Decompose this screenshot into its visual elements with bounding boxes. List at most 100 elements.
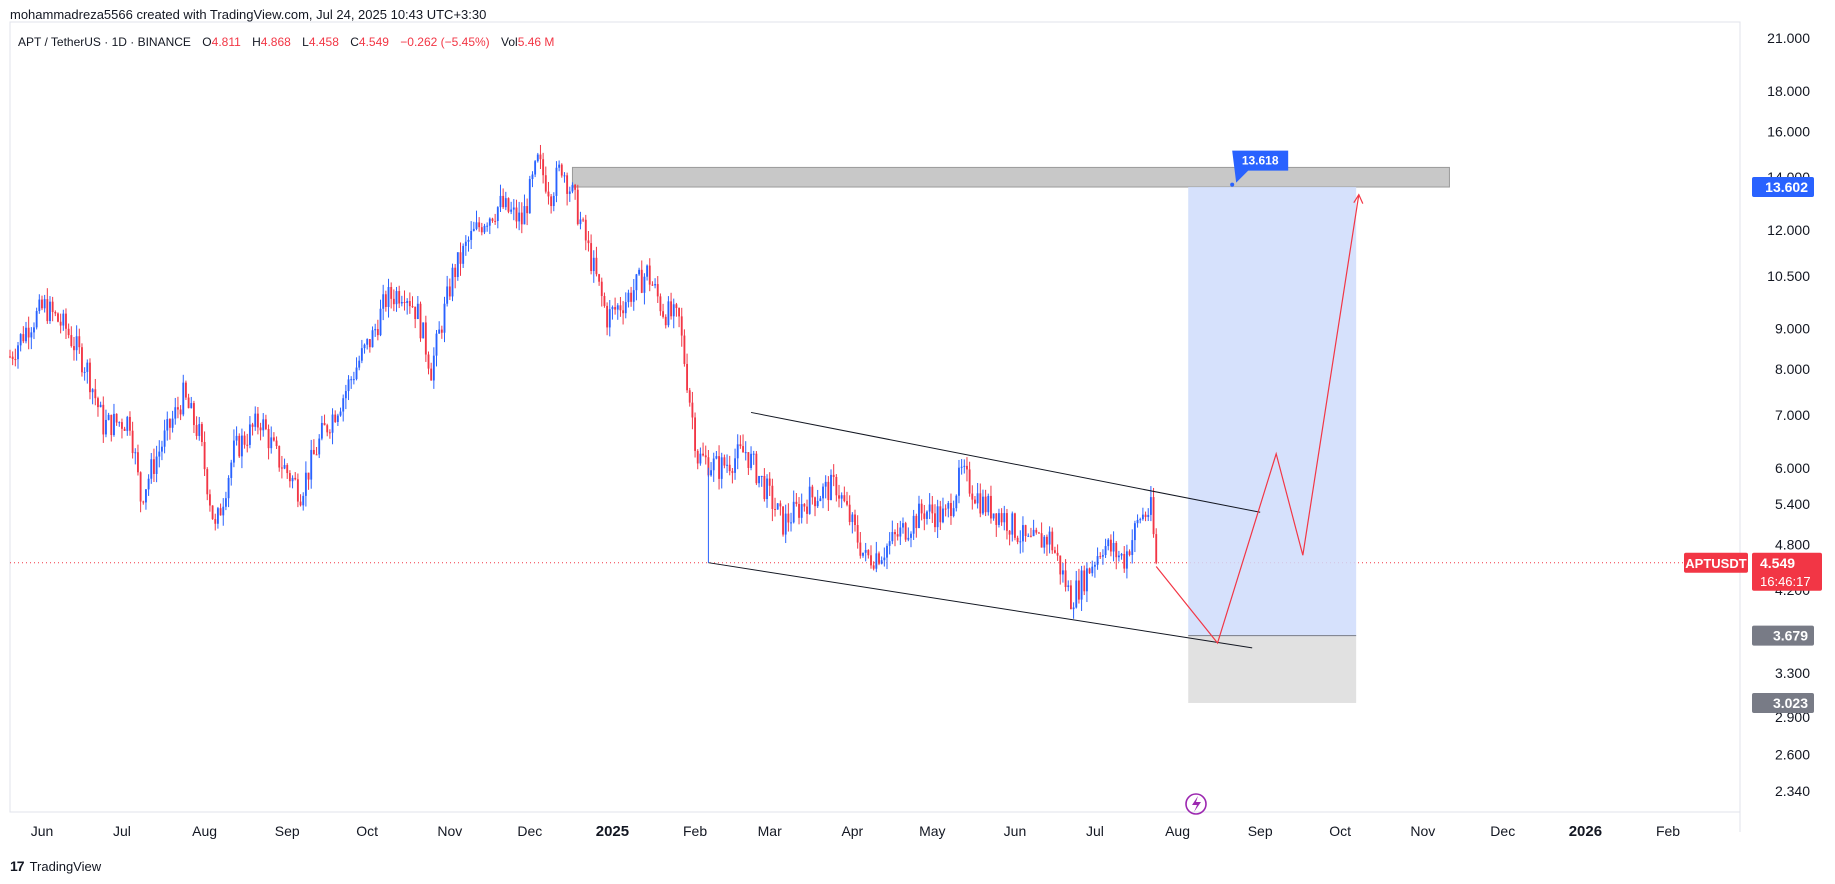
candle-body bbox=[1133, 523, 1136, 541]
candle bbox=[662, 303, 665, 319]
candle-body bbox=[129, 416, 131, 431]
candle-body bbox=[123, 428, 126, 431]
candle bbox=[131, 421, 134, 459]
candle-body bbox=[1152, 497, 1155, 535]
candle-body bbox=[89, 362, 91, 393]
target-callout[interactable]: 13.618 bbox=[1230, 150, 1289, 187]
candle bbox=[406, 298, 409, 315]
candle bbox=[1147, 508, 1150, 522]
candle-body bbox=[25, 327, 27, 342]
candle bbox=[763, 468, 766, 502]
candle bbox=[894, 529, 896, 547]
candle bbox=[1035, 527, 1038, 535]
candle bbox=[184, 380, 187, 400]
candle-body bbox=[934, 513, 936, 528]
candle-body bbox=[928, 504, 931, 512]
candle-body bbox=[206, 469, 209, 495]
candle-body bbox=[1115, 542, 1118, 558]
candle bbox=[939, 500, 942, 531]
candle-body bbox=[440, 329, 443, 333]
symbol-title[interactable]: APT / TetherUS · 1D · BINANCE bbox=[18, 35, 191, 49]
candle-body bbox=[422, 322, 425, 339]
candle-body bbox=[814, 497, 816, 507]
candle-body bbox=[195, 425, 198, 436]
candle-body bbox=[982, 496, 984, 514]
candle bbox=[907, 527, 910, 542]
candle bbox=[1053, 546, 1056, 554]
candle bbox=[1056, 544, 1059, 561]
candle bbox=[424, 315, 427, 362]
candle bbox=[270, 426, 273, 454]
candle-body bbox=[1064, 570, 1067, 588]
candle-body bbox=[726, 464, 728, 466]
candle bbox=[214, 513, 217, 531]
candle bbox=[686, 353, 689, 393]
candle bbox=[123, 426, 126, 431]
candle-body bbox=[1075, 580, 1078, 608]
candle bbox=[955, 494, 958, 512]
candle bbox=[595, 246, 598, 277]
candle bbox=[41, 295, 43, 311]
candle-body bbox=[454, 267, 457, 278]
candle bbox=[747, 452, 750, 475]
candle bbox=[427, 351, 430, 375]
candle bbox=[118, 421, 121, 427]
candle-body bbox=[1104, 546, 1107, 556]
change-value: −0.262 (−5.45%) bbox=[400, 35, 490, 49]
footer-brand[interactable]: 17 TradingView bbox=[10, 858, 101, 874]
candle-body bbox=[766, 478, 768, 500]
candle-body bbox=[531, 174, 534, 180]
candle bbox=[1099, 552, 1102, 559]
candle-body bbox=[776, 503, 779, 510]
flash-icon[interactable] bbox=[1185, 793, 1207, 815]
candle-body bbox=[267, 429, 270, 449]
candle bbox=[219, 503, 222, 516]
candle bbox=[25, 321, 27, 344]
candle-body bbox=[99, 404, 102, 408]
candle bbox=[923, 504, 926, 531]
candle-body bbox=[1155, 534, 1158, 563]
candle-body bbox=[960, 466, 963, 468]
candle-body bbox=[86, 362, 89, 372]
candle-body bbox=[512, 207, 515, 210]
price-tick-label: 6.000 bbox=[1775, 460, 1810, 476]
candle-body bbox=[81, 347, 83, 373]
candle-body bbox=[790, 522, 792, 524]
candle-body bbox=[534, 161, 537, 175]
candle bbox=[515, 199, 518, 229]
candle bbox=[267, 424, 270, 460]
candle bbox=[942, 497, 944, 524]
candle bbox=[542, 152, 545, 184]
entry-price-label-bg bbox=[1752, 625, 1814, 646]
candle bbox=[328, 429, 331, 439]
candle bbox=[536, 152, 539, 163]
candle bbox=[910, 531, 912, 548]
candle bbox=[355, 357, 358, 381]
candle bbox=[667, 296, 670, 328]
candle-body bbox=[523, 206, 526, 225]
candle-body bbox=[1008, 530, 1011, 535]
candle bbox=[142, 500, 145, 505]
candle bbox=[43, 294, 46, 313]
last-price-tag[interactable]: APTUSDT 4.549 16:46:17 bbox=[1684, 552, 1822, 591]
candle-body bbox=[907, 537, 910, 540]
candle-body bbox=[446, 286, 449, 304]
candle bbox=[867, 549, 870, 559]
candle-body bbox=[43, 299, 46, 309]
candle bbox=[1133, 520, 1136, 553]
candle-body bbox=[803, 504, 806, 507]
candle bbox=[664, 314, 667, 329]
candle bbox=[699, 447, 702, 466]
candle bbox=[560, 163, 563, 178]
candle-body bbox=[483, 225, 486, 233]
candle-body bbox=[254, 413, 257, 427]
candle bbox=[83, 367, 86, 381]
candle-body bbox=[643, 276, 646, 293]
candle bbox=[14, 348, 17, 367]
candle bbox=[115, 413, 118, 426]
candle bbox=[195, 416, 198, 440]
candle-body bbox=[339, 411, 342, 416]
candle-body bbox=[779, 503, 782, 507]
candle bbox=[62, 309, 65, 331]
